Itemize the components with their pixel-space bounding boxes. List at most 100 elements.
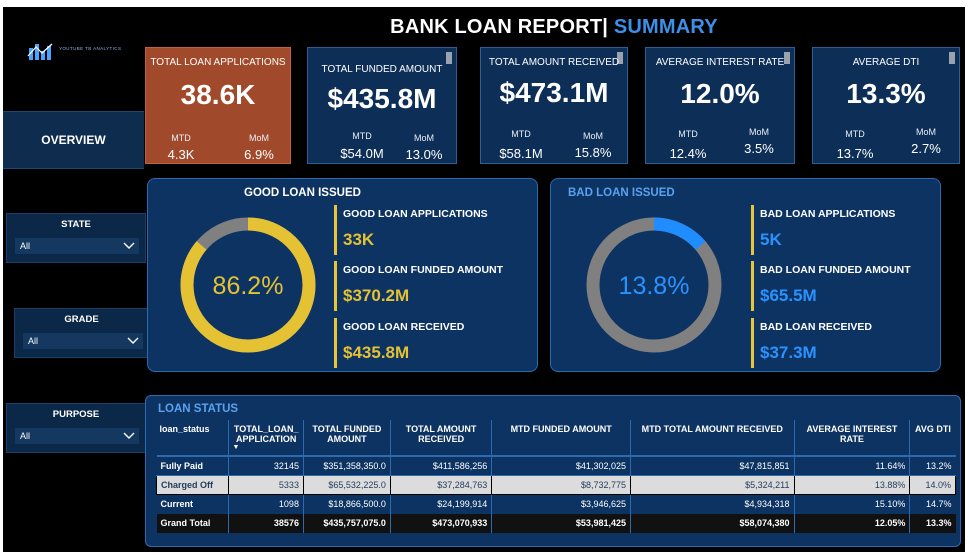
column-header-sorted[interactable]: TOTAL_LOAN_ APPLICATION ▼ xyxy=(228,420,304,457)
donut-arc-bad xyxy=(586,217,722,353)
good-loan-metric-received: GOOD LOAN RECEIVED $435.8M xyxy=(334,318,464,368)
filter-grade: GRADE All xyxy=(14,308,149,358)
cell: 38576 xyxy=(228,513,304,533)
nav-overview-button[interactable]: OVERVIEW xyxy=(3,111,144,169)
donut-arc-good xyxy=(180,217,316,353)
metric-label: BAD LOAN APPLICATIONS xyxy=(760,208,896,220)
cell-status: Fully Paid xyxy=(156,456,230,476)
column-header[interactable]: AVERAGE INTEREST RATE xyxy=(794,420,911,457)
cell: 5333 xyxy=(228,475,304,495)
dashboard-frame: BANK LOAN REPORT| SUMMARY YOUTUBE TB ANA… xyxy=(3,7,965,552)
kpi-label: TOTAL AMOUNT RECEIVED xyxy=(488,57,620,68)
kpi-mom-label: MoM xyxy=(249,133,269,143)
loan-status-title: LOAN STATUS xyxy=(158,403,239,415)
card-scroll-handle[interactable] xyxy=(617,52,623,64)
metric-label: GOOD LOAN APPLICATIONS xyxy=(343,208,488,220)
metric-value: $37.3M xyxy=(760,343,817,362)
chevron-down-icon xyxy=(123,432,135,439)
cell: 11.64% xyxy=(794,456,911,476)
filter-state-label: STATE xyxy=(61,219,91,230)
kpi-total-funded-amount: TOTAL FUNDED AMOUNT $435.8M MTD MoM $54.… xyxy=(307,47,457,164)
metric-value: $65.5M xyxy=(760,286,817,305)
column-header[interactable]: AVG DTI xyxy=(909,420,956,457)
kpi-mtd-value: 12.4% xyxy=(669,146,707,161)
cell-status: Grand Total xyxy=(156,513,230,533)
cell: 14.7% xyxy=(925,499,952,510)
kpi-mtd-value: $58.1M xyxy=(499,146,543,161)
filter-grade-select[interactable]: All xyxy=(23,333,143,349)
bad-loan-donut: 13.8% xyxy=(586,217,722,353)
cell: 1098 xyxy=(228,494,304,514)
column-header-text: TOTAL_LOAN_ APPLICATION xyxy=(233,424,299,444)
cell: $435,757,075.0 xyxy=(303,513,391,533)
kpi-average-dti: AVERAGE DTI 13.3% MTD MoM 13.7% 2.7% xyxy=(812,47,960,164)
filter-state-value: All xyxy=(20,241,31,251)
cell: $41,302,025 xyxy=(491,456,631,476)
filter-purpose: PURPOSE All xyxy=(6,403,146,453)
cell: 15.10% xyxy=(794,494,911,514)
cell: $37,284,763 xyxy=(389,475,493,495)
kpi-mom-label: MoM xyxy=(583,131,603,141)
kpi-mom-value: 6.9% xyxy=(244,147,274,162)
column-header[interactable]: MTD FUNDED AMOUNT xyxy=(491,420,631,457)
good-loan-title: GOOD LOAN ISSUED xyxy=(244,187,361,199)
kpi-label: TOTAL FUNDED AMOUNT xyxy=(321,64,443,75)
card-scroll-handle[interactable] xyxy=(446,52,452,64)
kpi-label: AVERAGE INTEREST RATE xyxy=(655,57,785,68)
metric-label: BAD LOAN FUNDED AMOUNT xyxy=(760,264,911,276)
good-loan-metric-funded: GOOD LOAN FUNDED AMOUNT $370.2M xyxy=(334,261,503,311)
kpi-mtd-label: MTD xyxy=(511,129,531,139)
logo-mark-icon xyxy=(27,43,53,60)
filter-state-select[interactable]: All xyxy=(15,238,139,254)
chevron-down-icon xyxy=(127,337,139,344)
kpi-value: $435.8M xyxy=(327,83,437,114)
kpi-mtd-value: 13.7% xyxy=(836,146,874,161)
bad-loan-metric-funded: BAD LOAN FUNDED AMOUNT $65.5M xyxy=(751,261,911,311)
card-scroll-handle[interactable] xyxy=(949,52,955,64)
kpi-mtd-label: MTD xyxy=(171,133,191,143)
kpi-value: 12.0% xyxy=(680,78,760,109)
kpi-value: $473.1M xyxy=(499,77,609,108)
kpi-value: 38.6K xyxy=(180,79,256,110)
loan-status-table: loan_status TOTAL_LOAN_ APPLICATION ▼ TOT… xyxy=(155,420,956,533)
chevron-down-icon xyxy=(123,242,135,249)
sort-desc-icon: ▼ xyxy=(232,444,240,451)
filter-purpose-select[interactable]: All xyxy=(15,428,139,444)
bad-loan-metric-received: BAD LOAN RECEIVED $37.3M xyxy=(751,318,872,368)
filter-grade-value: All xyxy=(28,336,39,346)
cell: $411,586,256 xyxy=(390,456,493,476)
metric-value: $435.8M xyxy=(343,343,410,362)
metric-label: GOOD LOAN FUNDED AMOUNT xyxy=(343,264,504,276)
column-header[interactable]: TOTAL AMOUNT RECEIVED xyxy=(390,420,493,457)
column-header[interactable]: MTD TOTAL AMOUNT RECEIVED xyxy=(630,420,795,457)
kpi-total-loan-applications: TOTAL LOAN APPLICATIONS 38.6K MTD MoM 4.… xyxy=(145,47,291,164)
kpi-mom-value: 2.7% xyxy=(911,141,941,156)
kpi-mtd-value: 4.3K xyxy=(167,147,195,162)
table-row-selected[interactable]: Charged Off 5333 $65,532,225.0 $37,284,7… xyxy=(155,475,956,495)
kpi-mom-value: 15.8% xyxy=(574,145,612,160)
cell: 13.3% xyxy=(909,513,956,533)
cell: $24,199,914 xyxy=(390,494,493,514)
cell: 32145 xyxy=(228,456,304,476)
cell-status: Charged Off xyxy=(155,475,230,495)
cell: $351,358,350.0 xyxy=(303,456,391,476)
bad-loan-panel: BAD LOAN ISSUED 13.8% BAD LOAN APPLICATI… xyxy=(550,178,941,372)
logo-brand-text: YOUTUBE TB ANALYTICS xyxy=(59,46,122,51)
card-scroll-handle[interactable] xyxy=(784,52,790,64)
table-row[interactable]: Fully Paid 32145 $351,358,350.0 $411,586… xyxy=(156,456,956,476)
column-header[interactable]: loan_status xyxy=(156,420,230,457)
loan-status-panel: LOAN STATUS loan_status TOTAL_LOAN_ APPL… xyxy=(145,395,961,547)
kpi-label: AVERAGE DTI xyxy=(852,57,920,68)
cell: $473,070,933 xyxy=(390,513,493,533)
table-row[interactable]: Current 1098 $18,866,500.0 $24,199,914 $… xyxy=(156,494,956,514)
metric-label: GOOD LOAN RECEIVED xyxy=(343,321,465,333)
title-main: BANK LOAN REPORT| xyxy=(390,16,609,38)
cell: $53,981,425 xyxy=(491,513,631,533)
good-loan-percent: 86.2% xyxy=(213,272,284,300)
kpi-mom-label: MoM xyxy=(414,133,434,143)
kpi-mom-label: MoM xyxy=(916,127,936,137)
column-header[interactable]: TOTAL FUNDED AMOUNT xyxy=(303,420,391,457)
cell: $4,934,318 xyxy=(630,494,795,514)
nav-overview-label: OVERVIEW xyxy=(41,133,106,147)
good-loan-metric-applications: GOOD LOAN APPLICATIONS 33K xyxy=(334,205,488,255)
